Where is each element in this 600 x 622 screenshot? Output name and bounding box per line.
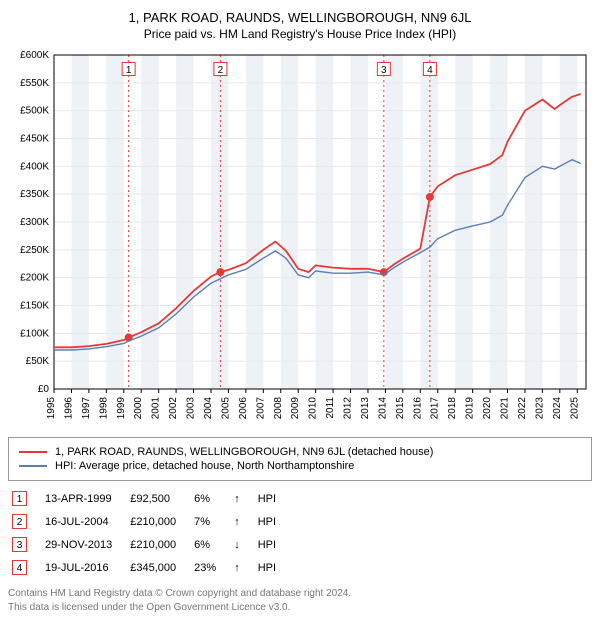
chart-title: 1, PARK ROAD, RAUNDS, WELLINGBOROUGH, NN… — [8, 10, 592, 25]
svg-text:2012: 2012 — [343, 397, 354, 420]
svg-text:£150K: £150K — [20, 301, 49, 312]
tx-arrow-icon: ↑ — [230, 556, 254, 579]
svg-text:3: 3 — [381, 65, 387, 76]
svg-text:1: 1 — [126, 65, 132, 76]
svg-text:2008: 2008 — [273, 397, 284, 420]
chart-svg: £0 £50K £100K £150K £200K £250K £300K £350K £400… — [8, 49, 592, 429]
legend-swatch — [19, 465, 47, 467]
svg-text:2024: 2024 — [552, 397, 563, 420]
svg-text:2010: 2010 — [308, 397, 319, 420]
svg-text:£450K: £450K — [20, 134, 49, 145]
tx-date: 29-NOV-2013 — [41, 533, 126, 556]
svg-text:2002: 2002 — [168, 397, 179, 420]
legend-label: HPI: Average price, detached house, Nort… — [55, 460, 354, 472]
svg-text:2025: 2025 — [569, 397, 580, 420]
tx-marker: 1 — [12, 491, 27, 506]
svg-text:2015: 2015 — [395, 397, 406, 420]
tx-date: 13-APR-1999 — [41, 487, 126, 510]
svg-text:2: 2 — [218, 65, 224, 76]
tx-vs: HPI — [254, 510, 290, 533]
svg-text:2009: 2009 — [290, 397, 301, 420]
transaction-row: 1 13-APR-1999£92,5006%↑HPI — [8, 487, 290, 510]
svg-text:1995: 1995 — [46, 397, 57, 420]
tx-marker: 3 — [12, 537, 27, 552]
tx-vs: HPI — [254, 487, 290, 510]
svg-text:2018: 2018 — [447, 397, 458, 420]
svg-text:£550K: £550K — [20, 78, 49, 89]
attribution-line: This data is licensed under the Open Gov… — [8, 601, 592, 615]
legend-item: HPI: Average price, detached house, Nort… — [19, 460, 581, 472]
tx-price: £210,000 — [126, 533, 190, 556]
svg-text:£500K: £500K — [20, 106, 49, 117]
attribution-line: Contains HM Land Registry data © Crown c… — [8, 587, 592, 601]
tx-price: £92,500 — [126, 487, 190, 510]
tx-pct: 23% — [190, 556, 230, 579]
svg-text:2006: 2006 — [238, 397, 249, 420]
tx-price: £210,000 — [126, 510, 190, 533]
svg-text:1996: 1996 — [63, 397, 74, 420]
legend: 1, PARK ROAD, RAUNDS, WELLINGBOROUGH, NN… — [8, 437, 592, 481]
svg-text:2020: 2020 — [482, 397, 493, 420]
svg-text:£0: £0 — [38, 384, 50, 395]
chart-subtitle: Price paid vs. HM Land Registry's House … — [8, 27, 592, 41]
tx-marker: 2 — [12, 514, 27, 529]
svg-text:£300K: £300K — [20, 217, 49, 228]
svg-text:£600K: £600K — [20, 50, 49, 61]
tx-date: 19-JUL-2016 — [41, 556, 126, 579]
tx-price: £345,000 — [126, 556, 190, 579]
tx-vs: HPI — [254, 556, 290, 579]
legend-swatch — [19, 451, 47, 453]
svg-text:2017: 2017 — [430, 397, 441, 420]
svg-text:£200K: £200K — [20, 273, 49, 284]
svg-text:4: 4 — [427, 65, 433, 76]
svg-text:£100K: £100K — [20, 328, 49, 339]
svg-text:2016: 2016 — [412, 397, 423, 420]
svg-text:2003: 2003 — [186, 397, 197, 420]
transaction-row: 4 19-JUL-2016£345,00023%↑HPI — [8, 556, 290, 579]
svg-text:£400K: £400K — [20, 161, 49, 172]
tx-pct: 6% — [190, 533, 230, 556]
svg-text:2005: 2005 — [220, 397, 231, 420]
tx-pct: 7% — [190, 510, 230, 533]
svg-text:1997: 1997 — [81, 397, 92, 420]
transaction-row: 2 16-JUL-2004£210,0007%↑HPI — [8, 510, 290, 533]
tx-date: 16-JUL-2004 — [41, 510, 126, 533]
svg-text:2013: 2013 — [360, 397, 371, 420]
legend-item: 1, PARK ROAD, RAUNDS, WELLINGBOROUGH, NN… — [19, 446, 581, 458]
svg-text:2001: 2001 — [151, 397, 162, 420]
transactions-table: 113-APR-1999£92,5006%↑HPI216-JUL-2004£21… — [8, 487, 290, 579]
tx-pct: 6% — [190, 487, 230, 510]
tx-vs: HPI — [254, 533, 290, 556]
svg-text:2004: 2004 — [203, 397, 214, 420]
svg-text:2007: 2007 — [255, 397, 266, 420]
svg-text:2021: 2021 — [500, 397, 511, 420]
svg-text:2011: 2011 — [325, 397, 336, 419]
svg-text:1999: 1999 — [116, 397, 127, 420]
tx-marker: 4 — [12, 560, 27, 575]
svg-text:1998: 1998 — [98, 397, 109, 420]
svg-text:2022: 2022 — [517, 397, 528, 420]
svg-text:2019: 2019 — [465, 397, 476, 420]
chart-area: £0 £50K £100K £150K £200K £250K £300K £350K £400… — [8, 49, 592, 429]
attribution: Contains HM Land Registry data © Crown c… — [8, 587, 592, 614]
svg-text:2000: 2000 — [133, 397, 144, 420]
legend-label: 1, PARK ROAD, RAUNDS, WELLINGBOROUGH, NN… — [55, 446, 433, 458]
svg-text:2014: 2014 — [377, 397, 388, 420]
transaction-row: 3 29-NOV-2013£210,0006%↓HPI — [8, 533, 290, 556]
svg-text:£250K: £250K — [20, 245, 49, 256]
svg-text:£350K: £350K — [20, 189, 49, 200]
tx-arrow-icon: ↑ — [230, 510, 254, 533]
svg-text:2023: 2023 — [534, 397, 545, 420]
tx-arrow-icon: ↓ — [230, 533, 254, 556]
svg-text:£50K: £50K — [26, 356, 50, 367]
tx-arrow-icon: ↑ — [230, 487, 254, 510]
